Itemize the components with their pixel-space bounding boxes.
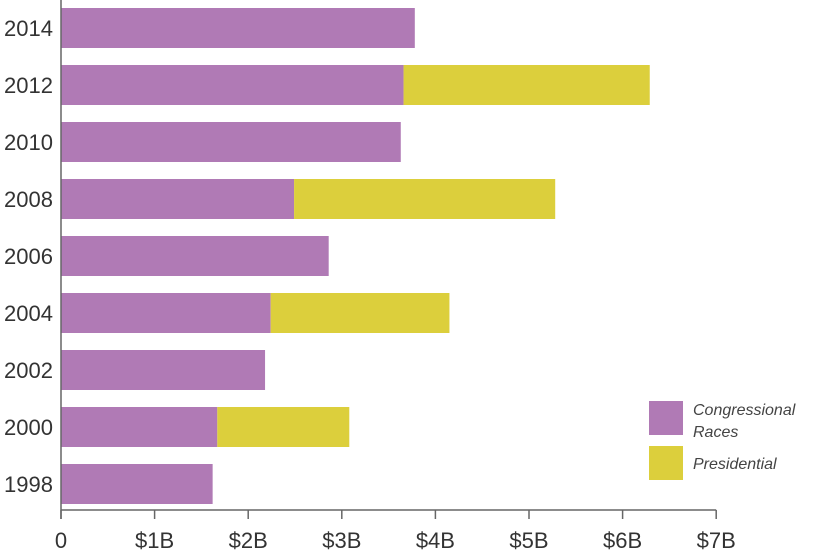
y-tick-label: 2004 xyxy=(4,301,53,326)
bar-2000-presidential xyxy=(217,407,350,447)
x-tick-label: $5B xyxy=(509,528,548,553)
bar-2004-presidential xyxy=(270,293,450,333)
bar-2010-congressional xyxy=(61,122,401,162)
bar-2004-congressional xyxy=(61,293,271,333)
y-tick-label: 2002 xyxy=(4,358,53,383)
bar-2008-presidential xyxy=(294,179,556,219)
y-tick-label: 2010 xyxy=(4,130,53,155)
bar-2000-congressional xyxy=(61,407,218,447)
y-tick-label: 2006 xyxy=(4,244,53,269)
y-tick-label: 2008 xyxy=(4,187,53,212)
bar-2014-congressional xyxy=(61,8,415,48)
legend-swatch xyxy=(649,401,683,435)
x-axis: 0 $1B $2B $3B $4B $5B $6B $7B xyxy=(55,0,736,553)
legend: Congressional Races Presidential xyxy=(649,401,796,480)
y-tick-label: 2000 xyxy=(4,415,53,440)
bar-2012-presidential xyxy=(403,65,650,105)
legend-label: Races xyxy=(693,424,738,441)
bars-group xyxy=(61,8,650,504)
x-tick-label: $4B xyxy=(416,528,455,553)
x-tick-label: $3B xyxy=(322,528,361,553)
y-tick-label: 2014 xyxy=(4,16,53,41)
legend-label: Congressional xyxy=(693,402,796,419)
x-tick-label: $7B xyxy=(697,528,736,553)
y-axis-labels: 2014 2012 2010 2008 2006 2004 2002 2000 1998 xyxy=(4,16,53,497)
x-tick-label: $6B xyxy=(603,528,642,553)
legend-swatch xyxy=(649,446,683,480)
x-tick-label: 0 xyxy=(55,528,67,553)
bar-2006-congressional xyxy=(61,236,329,276)
y-tick-label: 1998 xyxy=(4,472,53,497)
x-tick-label: $2B xyxy=(229,528,268,553)
y-tick-label: 2012 xyxy=(4,73,53,98)
bar-2008-congressional xyxy=(61,179,295,219)
bar-1998-congressional xyxy=(61,464,213,504)
legend-label: Presidential xyxy=(693,456,777,473)
bar-2012-congressional xyxy=(61,65,404,105)
x-tick-label: $1B xyxy=(135,528,174,553)
bar-2002-congressional xyxy=(61,350,266,390)
